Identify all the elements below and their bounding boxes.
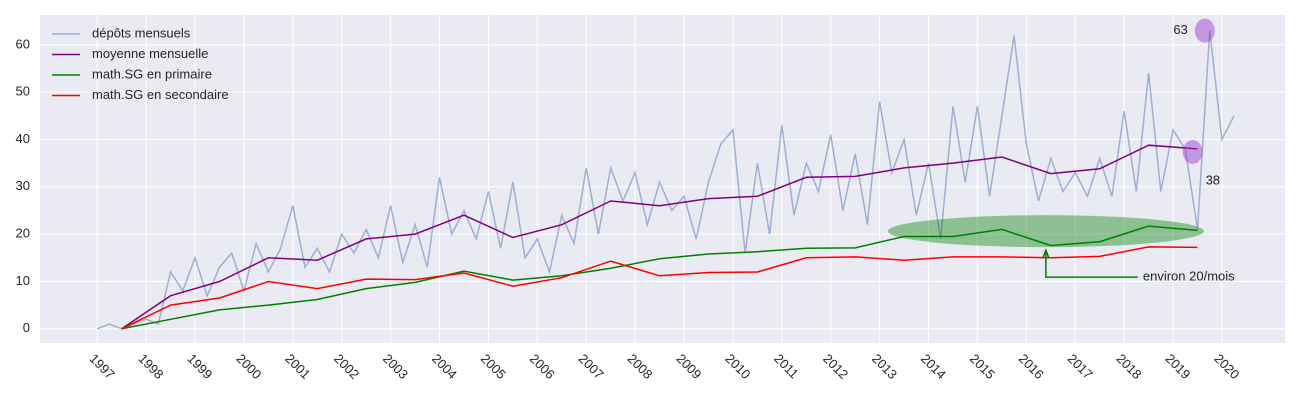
x-tick-label: 2009 — [673, 351, 704, 382]
x-tick-label: 2005 — [478, 351, 509, 382]
y-tick-label: 10 — [16, 273, 30, 288]
annotation: 63 — [1173, 22, 1187, 37]
x-tick-label: 2018 — [1114, 351, 1145, 382]
x-tick-label: 1997 — [87, 351, 118, 382]
x-tick-label: 2007 — [576, 351, 607, 382]
x-tick-label: 2003 — [380, 351, 411, 382]
legend-label: math.SG en primaire — [92, 66, 212, 81]
x-tick-label: 2002 — [331, 351, 362, 382]
x-tick-label: 2012 — [820, 351, 851, 382]
highlight — [1194, 18, 1215, 43]
annotation-arrow — [1045, 252, 1138, 278]
y-tick-label: 20 — [16, 226, 30, 241]
series-line — [96, 30, 1235, 330]
series-line — [121, 225, 1198, 330]
y-tick-label: 0 — [23, 320, 30, 335]
x-tick-label: 2006 — [527, 351, 558, 382]
x-tick-label: 2013 — [869, 351, 900, 382]
y-tick-label: 30 — [16, 178, 30, 193]
x-tick-label: 2020 — [1211, 351, 1242, 382]
series-line — [121, 246, 1198, 330]
annotation-arrowhead — [1042, 248, 1050, 259]
x-tick-label: 2017 — [1065, 351, 1096, 382]
x-tick-label: 2011 — [771, 351, 801, 381]
legend-label: math.SG en secondaire — [92, 87, 229, 102]
highlight — [887, 215, 1204, 248]
x-tick-label: 2015 — [967, 351, 998, 382]
x-tick-label: 2001 — [282, 351, 313, 382]
annotation: 38 — [1206, 172, 1220, 187]
x-tick-label: 2008 — [625, 351, 656, 382]
x-tick-label: 2010 — [722, 351, 753, 382]
x-tick-label: 2000 — [233, 351, 264, 382]
y-tick-label: 60 — [16, 36, 30, 51]
annotation: environ 20/mois — [1143, 269, 1235, 284]
highlight — [1182, 139, 1203, 164]
x-tick-label: 1998 — [136, 351, 167, 382]
x-tick-label: 1999 — [184, 351, 215, 382]
x-tick-label: 2019 — [1162, 351, 1193, 382]
x-tick-label: 2016 — [1016, 351, 1047, 382]
y-tick-label: 40 — [16, 131, 30, 146]
series-line — [121, 144, 1198, 330]
plot-area — [40, 15, 1285, 343]
x-tick-label: 2014 — [918, 351, 949, 382]
x-tick-label: 2004 — [429, 351, 460, 382]
legend-label: dépôts mensuels — [92, 25, 191, 40]
y-tick-label: 50 — [16, 84, 30, 99]
legend-label: moyenne mensuelle — [92, 46, 208, 61]
